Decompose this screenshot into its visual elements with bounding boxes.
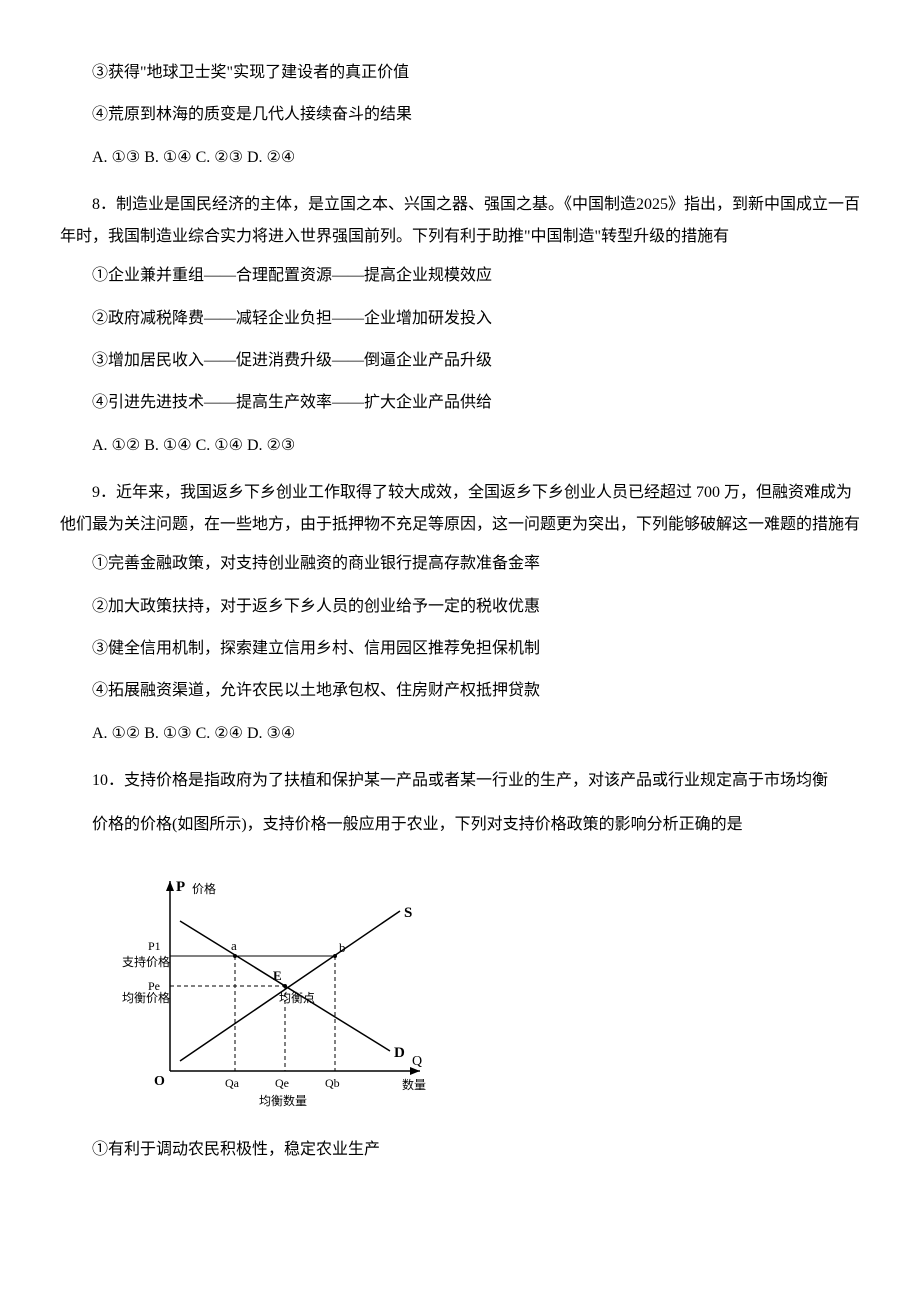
- svg-text:价格: 价格: [192, 881, 216, 896]
- svg-text:P: P: [176, 879, 185, 895]
- q8-stem: 8．制造业是国民经济的主体，是立国之本、兴国之器、强国之基。《中国制造2025》…: [60, 189, 860, 253]
- q8-option-1: ①企业兼并重组——合理配置资源——提高企业规模效应: [60, 257, 860, 295]
- q10-option-1: ①有利于调动农民积极性，稳定农业生产: [60, 1131, 860, 1169]
- q9-option-3: ③健全信用机制，探索建立信用乡村、信用园区推荐免担保机制: [60, 630, 860, 668]
- svg-text:D: D: [394, 1045, 405, 1061]
- q9-stem: 9．近年来，我国返乡下乡创业工作取得了较大成效，全国返乡下乡创业人员已经超过 7…: [60, 477, 860, 541]
- q9-option-2: ②加大政策扶持，对于返乡下乡人员的创业给予一定的税收优惠: [60, 588, 860, 626]
- q7-option-3: ③获得"地球卫士奖"实现了建设者的真正价值: [60, 54, 860, 92]
- svg-text:Qa: Qa: [225, 1076, 240, 1090]
- svg-text:S: S: [404, 905, 412, 921]
- svg-text:数量: 数量: [402, 1077, 426, 1092]
- svg-text:b: b: [339, 940, 346, 955]
- svg-text:支持价格: 支持价格: [122, 954, 170, 969]
- q7-option-4: ④荒原到林海的质变是几代人接续奋斗的结果: [60, 96, 860, 134]
- svg-text:a: a: [231, 938, 237, 953]
- chart-svg: P价格Q数量P1Pe支持价格均衡价格abE均衡点SDOQaQeQb均衡数量: [120, 861, 440, 1121]
- supply-demand-chart: P价格Q数量P1Pe支持价格均衡价格abE均衡点SDOQaQeQb均衡数量: [120, 861, 860, 1121]
- q8-option-4: ④引进先进技术——提高生产效率——扩大企业产品供给: [60, 384, 860, 422]
- svg-text:Qe: Qe: [275, 1076, 289, 1090]
- svg-text:O: O: [154, 1074, 165, 1089]
- q9-answers: A. ①② B. ①③ C. ②④ D. ③④: [60, 715, 860, 753]
- svg-text:Q: Q: [412, 1054, 422, 1069]
- q7-answers: A. ①③ B. ①④ C. ②③ D. ②④: [60, 139, 860, 177]
- svg-text:均衡点: 均衡点: [279, 991, 315, 1005]
- svg-text:均衡数量: 均衡数量: [259, 1093, 307, 1108]
- svg-text:E: E: [273, 968, 282, 983]
- q8-option-3: ③增加居民收入——促进消费升级——倒逼企业产品升级: [60, 342, 860, 380]
- q10-stem-1: 10．支持价格是指政府为了扶植和保护某一产品或者某一行业的生产，对该产品或行业规…: [60, 765, 860, 797]
- q8-option-2: ②政府减税降费——减轻企业负担——企业增加研发投入: [60, 300, 860, 338]
- q9-option-1: ①完善金融政策，对支持创业融资的商业银行提高存款准备金率: [60, 545, 860, 583]
- q10-stem-2: 价格的价格(如图所示)，支持价格一般应用于农业，下列对支持价格政策的影响分析正确…: [60, 809, 860, 841]
- svg-text:P1: P1: [148, 939, 161, 953]
- q8-answers: A. ①② B. ①④ C. ①④ D. ②③: [60, 427, 860, 465]
- svg-text:Qb: Qb: [325, 1076, 340, 1090]
- q9-option-4: ④拓展融资渠道，允许农民以土地承包权、住房财产权抵押贷款: [60, 672, 860, 710]
- svg-text:均衡价格: 均衡价格: [122, 990, 170, 1005]
